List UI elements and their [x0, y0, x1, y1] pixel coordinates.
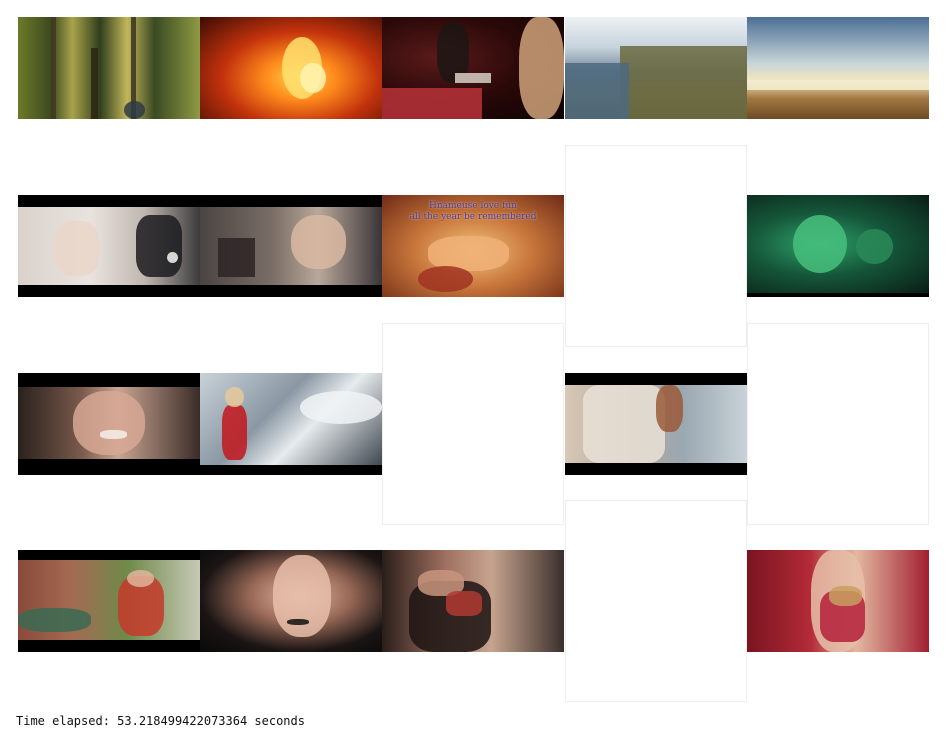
thumb-blank: [565, 145, 747, 347]
scene-shape: [656, 385, 684, 432]
thumb-saree-bride[interactable]: [747, 550, 929, 652]
scene-shape: [167, 252, 179, 264]
scene-shape: [130, 17, 137, 119]
thumbnail-image: [18, 207, 200, 285]
thumb-makeup-artist[interactable]: [200, 550, 382, 652]
scene-shape: [747, 80, 929, 91]
scene-shape: [136, 214, 182, 278]
scene-shape: [287, 619, 310, 626]
scene-shape: [90, 47, 99, 119]
thumb-band-concert[interactable]: [382, 17, 564, 119]
thumb-red-dress-jet[interactable]: [200, 373, 382, 475]
thumb-coastline-aerial[interactable]: [565, 17, 747, 119]
scene-shape: [436, 22, 470, 84]
thumb-painting-lyrics[interactable]: Hnameuse love fun all the year be remembe…: [382, 195, 564, 297]
scene-shape: [54, 221, 100, 276]
scene-shape: [427, 235, 510, 272]
scene-shape: [291, 214, 346, 270]
thumbnail-image: [200, 550, 382, 652]
scene-shape: [221, 405, 248, 461]
scene-shape: [72, 390, 146, 456]
thumbnail-image: [565, 17, 747, 119]
thumbnail-image: [18, 17, 200, 119]
scene-shape: [218, 238, 255, 278]
caption-line: Hnameuse love fun: [429, 201, 517, 211]
thumbnail-image: [200, 207, 382, 285]
scene-shape: [619, 45, 747, 119]
thumb-green-ornament[interactable]: [747, 195, 929, 297]
thumbnail-image: [565, 385, 747, 463]
scene-shape: [454, 73, 492, 84]
scene-shape: [583, 385, 666, 463]
scene-shape: [300, 391, 382, 424]
thumbnail-image: Hnameuse love fun all the year be remembe…: [382, 195, 564, 297]
scene-shape: [445, 590, 483, 617]
thumbnail-image: [382, 550, 564, 652]
thumb-blank: [747, 323, 929, 525]
thumb-lace-dress[interactable]: [565, 373, 747, 475]
thumb-bride-veil[interactable]: [200, 195, 382, 297]
scene-shape: [300, 62, 326, 94]
thumbnail-image: [382, 17, 564, 119]
scene-shape: [382, 88, 483, 119]
scene-shape: [565, 62, 629, 119]
scene-shape: [18, 608, 91, 632]
scene-shape: [225, 386, 244, 408]
scene-shape: [518, 17, 564, 119]
scene-shape: [50, 17, 57, 119]
scene-shape: [123, 100, 146, 119]
caption-line: all the year be remembered: [409, 212, 537, 222]
thumb-forest-hiker[interactable]: [18, 17, 200, 119]
scene-shape: [99, 430, 128, 439]
elapsed-time-text: Time elapsed: 53.218499422073364 seconds: [16, 714, 305, 728]
scene-shape: [418, 266, 473, 292]
thumb-wedding-couple[interactable]: [18, 195, 200, 297]
thumbnail-image: [200, 373, 382, 465]
scene-shape: [856, 229, 893, 264]
thumbnail-image: [747, 17, 929, 119]
thumbnail-image: [18, 560, 200, 640]
thumbnail-image: [747, 550, 929, 652]
scene-shape: [127, 569, 155, 588]
thumbnail-image: [200, 17, 382, 119]
video-caption: Hnameuse love fun all the year be remembe…: [382, 201, 564, 223]
thumb-smiling-woman[interactable]: [18, 373, 200, 475]
thumb-woman-outdoor[interactable]: [18, 550, 200, 652]
scene-shape: [828, 585, 862, 607]
thumb-beach-kites[interactable]: [747, 17, 929, 119]
thumb-campfire[interactable]: [200, 17, 382, 119]
scene-shape: [792, 214, 848, 274]
thumb-blank: [565, 500, 747, 702]
thumb-blank: [382, 323, 564, 525]
thumbnail-image: [747, 195, 929, 293]
thumbnail-image: [18, 387, 200, 459]
thumb-henna-model[interactable]: [382, 550, 564, 652]
